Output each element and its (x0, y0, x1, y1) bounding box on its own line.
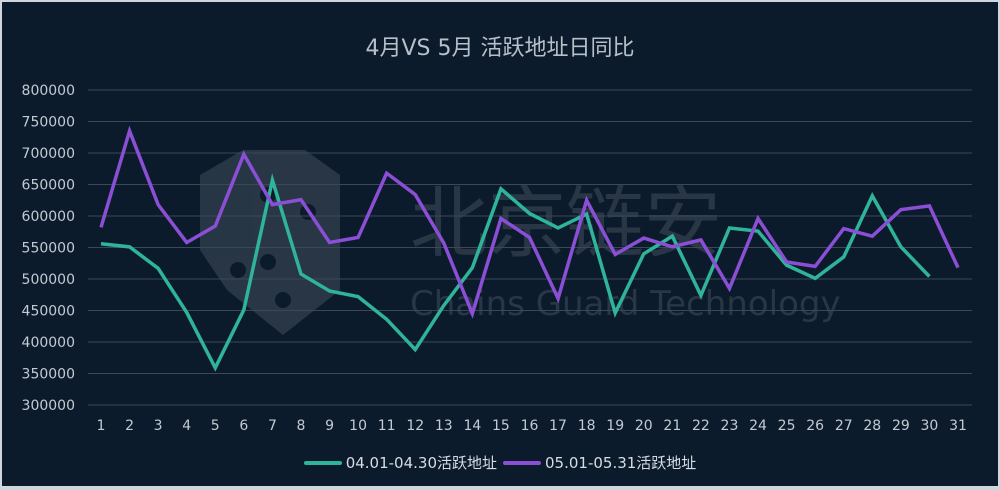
legend-label-april: 04.01-04.30活跃地址 (345, 454, 497, 472)
x-tick-label: 7 (268, 418, 277, 434)
legend-label-may: 05.01-05.31活跃地址 (545, 454, 697, 472)
y-tick-label: 750000 (22, 115, 75, 131)
x-tick-label: 2 (125, 418, 134, 434)
x-tick-label: 8 (297, 418, 306, 434)
y-tick-label: 700000 (22, 146, 75, 162)
chart-title: 4月VS 5月 活跃地址日同比 (365, 36, 635, 61)
x-tick-label: 27 (835, 418, 853, 434)
x-tick-label: 1 (97, 418, 106, 434)
x-tick-label: 14 (463, 418, 481, 434)
x-tick-label: 24 (749, 418, 767, 434)
x-tick-label: 16 (521, 418, 539, 434)
legend-item-april[interactable]: 04.01-04.30活跃地址 (303, 452, 497, 473)
x-tick-label: 5 (211, 418, 220, 434)
x-tick-label: 6 (239, 418, 248, 434)
x-tick-label: 28 (863, 418, 881, 434)
x-tick-label: 15 (492, 418, 510, 434)
x-tick-label: 12 (406, 418, 424, 434)
x-tick-label: 29 (892, 418, 910, 434)
legend-swatch-may (503, 460, 541, 465)
y-tick-label: 400000 (22, 335, 75, 351)
legend: 04.01-04.30活跃地址 05.01-05.31活跃地址 (0, 452, 1000, 473)
x-tick-label: 11 (378, 418, 396, 434)
x-tick-label: 18 (578, 418, 596, 434)
y-tick-label: 650000 (22, 178, 75, 194)
y-tick-label: 450000 (22, 304, 75, 320)
y-tick-label: 550000 (22, 241, 75, 257)
x-tick-label: 30 (921, 418, 939, 434)
y-tick-label: 350000 (22, 367, 75, 383)
x-tick-label: 21 (663, 418, 681, 434)
x-axis: 1 2 3 4 5 6 7 8 9 10 11 12 13 14 15 16 17 18 19 20 21 22 23 24 2… (97, 418, 967, 434)
y-tick-label: 800000 (22, 83, 75, 99)
x-tick-label: 26 (806, 418, 824, 434)
x-tick-label: 17 (549, 418, 567, 434)
x-tick-label: 4 (182, 418, 191, 434)
y-tick-label: 500000 (22, 272, 75, 288)
x-tick-label: 25 (778, 418, 796, 434)
y-axis: 800000 750000 700000 650000 600000 550000 5000… (22, 83, 75, 414)
y-tick-label: 600000 (22, 209, 75, 225)
watermark-logo: 北京链安 Chains Guard Technology (200, 150, 841, 335)
legend-item-may[interactable]: 05.01-05.31活跃地址 (503, 452, 696, 473)
x-tick-label: 19 (606, 418, 624, 434)
grid-lines (88, 89, 972, 406)
legend-swatch-april (303, 460, 342, 465)
x-tick-label: 20 (635, 418, 653, 434)
x-tick-label: 13 (435, 418, 453, 434)
x-tick-label: 22 (692, 418, 710, 434)
series-lines (99, 125, 960, 372)
x-tick-label: 9 (325, 418, 334, 434)
series-line-april[interactable] (100, 173, 931, 372)
x-tick-label: 31 (949, 418, 967, 434)
x-tick-label: 23 (721, 418, 739, 434)
x-tick-label: 3 (154, 418, 163, 434)
y-tick-label: 300000 (22, 398, 75, 414)
x-tick-label: 10 (349, 418, 367, 434)
series-line-may[interactable] (99, 125, 960, 319)
